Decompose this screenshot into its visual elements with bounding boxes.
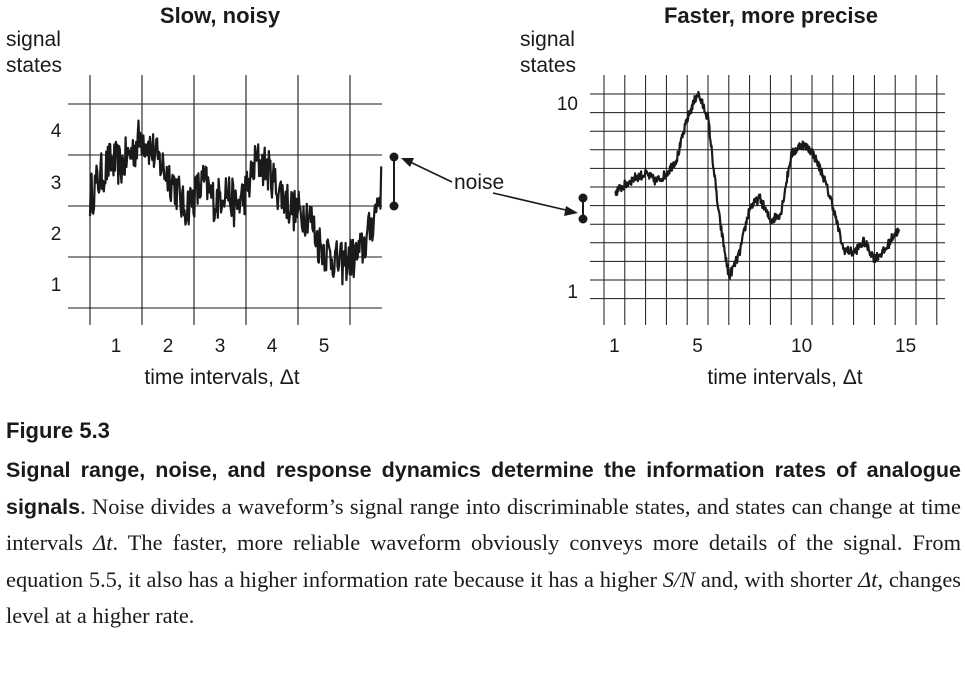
noise-arrow-right	[492, 192, 578, 216]
right-y-tick-labels: 10 1	[557, 94, 578, 303]
left-y-tick-labels: 4 3 2 1	[51, 121, 62, 296]
left-x-tick-label: 2	[163, 336, 174, 357]
left-ylabel-line1: signal	[6, 28, 61, 51]
left-noise-bracket	[389, 152, 399, 211]
right-ylabel-line2: states	[520, 54, 576, 77]
figure-5-3: Slow, noisy signal states 4 3 2 1 1 2 3 4 5 tim…	[6, 3, 945, 389]
right-chart-grid	[590, 75, 945, 325]
right-x-tick-label: 1	[609, 336, 620, 357]
right-y-tick-label: 10	[557, 94, 578, 115]
caption-text: Signal range, noise, and response dynami…	[6, 452, 961, 635]
right-noise-bracket	[578, 193, 588, 224]
left-y-tick-label: 1	[51, 275, 62, 296]
left-x-tick-label: 3	[215, 336, 226, 357]
left-x-tick-label: 5	[319, 336, 330, 357]
right-x-tick-label: 5	[692, 336, 703, 357]
noise-arrow-left	[401, 158, 453, 183]
left-x-tick-labels: 1 2 3 4 5	[111, 336, 330, 357]
left-signal-trace	[88, 119, 383, 286]
left-chart-title: Slow, noisy	[160, 3, 281, 28]
left-xlabel: time intervals, Δt	[144, 366, 299, 389]
right-signal-trace	[614, 90, 901, 281]
caption-sn: S/N	[662, 566, 696, 592]
caption-bold-sentence: Signal range, noise, and response dynami…	[6, 458, 961, 519]
right-x-tick-label: 15	[895, 336, 916, 357]
caption-delta-t-1: Δt	[93, 530, 113, 555]
caption-text-part-1: . Noise divides a waveform’s signal rang…	[6, 493, 961, 556]
noise-annotation: noise	[454, 171, 504, 194]
left-y-tick-label: 3	[51, 173, 62, 194]
left-ylabel-line2: states	[6, 54, 62, 77]
figure-caption: Figure 5.3 Signal range, noise, and resp…	[6, 418, 961, 635]
right-x-tick-label: 10	[791, 336, 812, 357]
right-y-tick-label: 1	[567, 282, 578, 303]
left-x-tick-label: 4	[267, 336, 278, 357]
caption-delta-t-2: Δt	[858, 566, 878, 592]
left-y-tick-label: 4	[51, 121, 62, 142]
right-ylabel-line1: signal	[520, 28, 575, 51]
right-chart-title: Faster, more precise	[664, 3, 878, 28]
right-x-tick-labels: 1 5 10 15	[609, 336, 916, 357]
left-x-tick-label: 1	[111, 336, 122, 357]
left-y-tick-label: 2	[51, 224, 62, 245]
caption-text-part-2: . The faster, more reliable waveform obv…	[6, 530, 961, 592]
figure-label: Figure 5.3	[6, 418, 110, 443]
caption-text-part-4: , changes level at a higher rate.	[6, 566, 961, 629]
caption-text-part-3: and, with shorter	[695, 566, 859, 592]
right-xlabel: time intervals, Δt	[707, 366, 862, 389]
